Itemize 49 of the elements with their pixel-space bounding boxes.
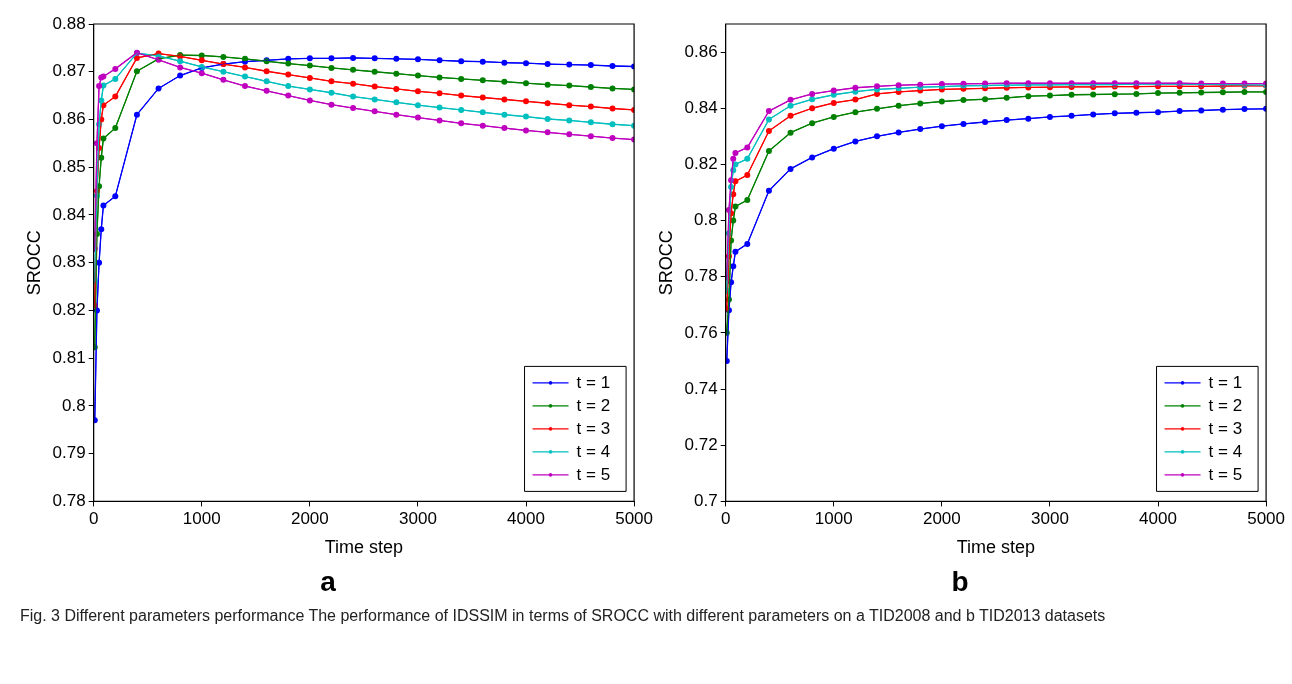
- y-tick-label: 0.81: [52, 347, 86, 367]
- y-tick-label: 0.8: [694, 210, 718, 230]
- x-tick-label: 1000: [814, 509, 853, 529]
- y-axis-title: SROCC: [23, 230, 44, 296]
- x-tick-label: 4000: [1139, 509, 1177, 529]
- x-axis-title: Time step: [324, 536, 404, 557]
- x-axis-title: Time step: [956, 536, 1036, 557]
- y-tick-label: 0.86: [684, 41, 718, 61]
- legend-label: t = 5: [576, 464, 611, 484]
- x-tick-label: 3000: [1031, 509, 1069, 529]
- legend-label: t = 2: [1208, 395, 1243, 415]
- text: b: [951, 565, 969, 597]
- y-axis-title: SROCC: [655, 230, 676, 296]
- legend-label: t = 4: [1208, 441, 1243, 461]
- y-tick-label: 0.86: [52, 109, 86, 129]
- legend-label: t = 1: [576, 372, 611, 392]
- y-tick-label: 0.72: [684, 434, 718, 454]
- y-tick-label: 0.87: [52, 61, 86, 81]
- x-tick-label: 4000: [507, 509, 545, 529]
- y-tick-label: 0.88: [52, 13, 86, 33]
- legend-label: t = 5: [1208, 464, 1243, 484]
- x-tick-label: 0: [720, 509, 731, 529]
- legend-label: t = 2: [576, 395, 611, 415]
- legend-label: t = 3: [576, 418, 611, 438]
- legend-label: t = 3: [1208, 418, 1243, 438]
- y-tick-label: 0.82: [684, 154, 718, 174]
- x-tick-label: 1000: [182, 509, 221, 529]
- x-tick-label: 2000: [922, 509, 961, 529]
- x-tick-label: 5000: [615, 509, 653, 529]
- y-tick-label: 0.83: [52, 252, 86, 272]
- legend-label: t = 1: [1208, 372, 1243, 392]
- x-tick-label: 2000: [290, 509, 329, 529]
- y-tick-label: 0.85: [52, 156, 86, 176]
- text: a: [320, 565, 337, 597]
- y-tick-label: 0.78: [52, 491, 86, 511]
- legend-label: t = 4: [576, 441, 611, 461]
- y-tick-label: 0.7: [694, 491, 718, 511]
- y-tick-label: 0.79: [52, 443, 86, 463]
- x-tick-label: 0: [88, 509, 99, 529]
- caption: Fig. 3 Different parameters performance The performance of IDSSIM in terms of SROCC with different parameters on a TID2008 and b TID2013 datasets: [20, 606, 1107, 626]
- y-tick-label: 0.82: [52, 300, 86, 320]
- y-tick-label: 0.74: [684, 378, 718, 398]
- y-tick-label: 0.84: [684, 97, 718, 117]
- y-tick-label: 0.84: [52, 204, 86, 224]
- x-tick-label: 5000: [1247, 509, 1285, 529]
- y-tick-label: 0.78: [684, 266, 718, 286]
- y-tick-label: 0.8: [62, 395, 86, 415]
- x-tick-label: 3000: [399, 509, 437, 529]
- y-tick-label: 0.76: [684, 322, 718, 342]
